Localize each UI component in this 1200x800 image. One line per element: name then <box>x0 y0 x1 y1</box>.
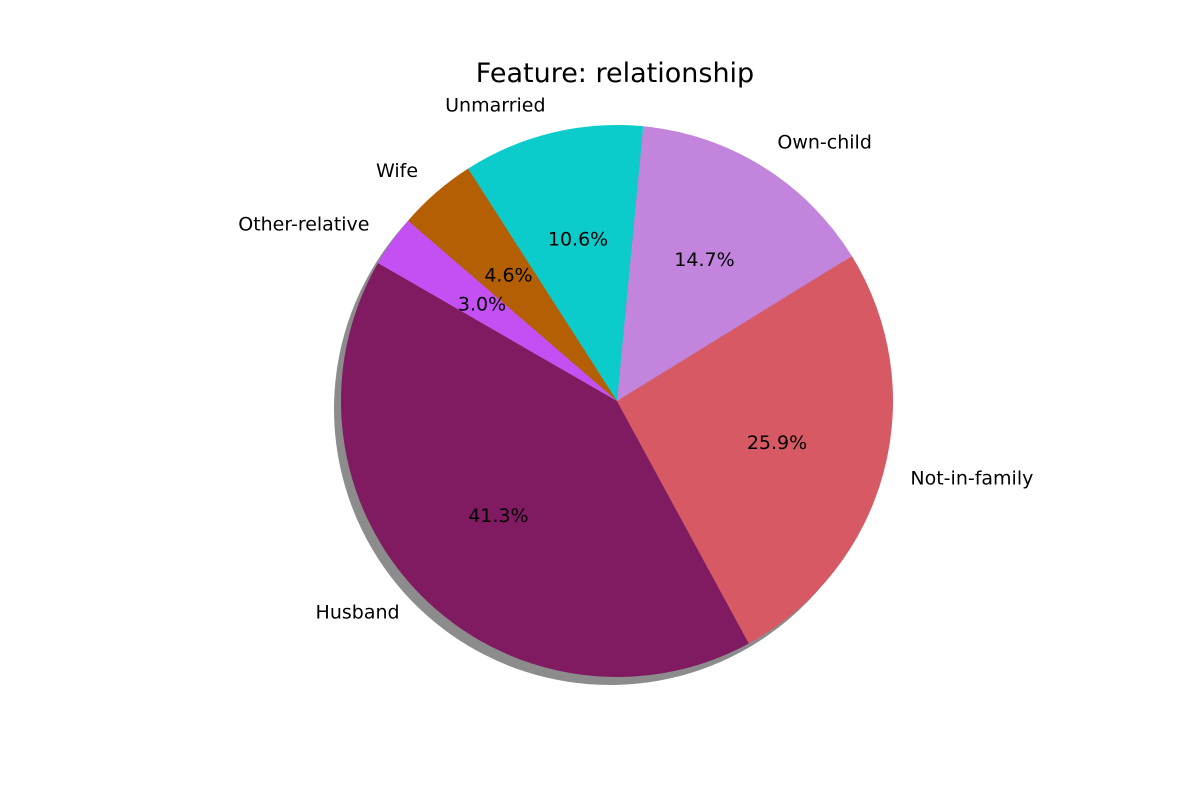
value-label-husband: 41.3% <box>468 505 528 527</box>
slice-unmarried <box>468 125 644 401</box>
pie-slices <box>340 125 893 678</box>
slice-other-relative <box>377 220 617 401</box>
value-label-own-child: 14.7% <box>674 249 734 271</box>
category-label-wife: Wife <box>376 160 418 182</box>
value-label-wife: 4.6% <box>484 264 532 286</box>
slice-not-in-family <box>617 256 893 644</box>
category-label-husband: Husband <box>316 601 400 623</box>
category-label-own-child: Own-child <box>777 132 872 154</box>
pie-labels: 41.3% Husband 25.9% Not-in-family 14.7% Own-c… <box>238 94 1033 623</box>
chart-title: Feature: relationship <box>475 58 755 89</box>
category-label-unmarried: Unmarried <box>445 94 545 116</box>
slice-wife <box>408 168 617 401</box>
value-label-unmarried: 10.6% <box>548 229 608 251</box>
category-label-other-relative: Other-relative <box>238 214 369 236</box>
category-label-not-in-family: Not-in-family <box>910 468 1033 490</box>
slice-own-child <box>617 126 852 401</box>
slice-husband <box>340 263 749 678</box>
value-label-not-in-family: 25.9% <box>747 432 807 454</box>
value-label-other-relative: 3.0% <box>458 294 506 316</box>
